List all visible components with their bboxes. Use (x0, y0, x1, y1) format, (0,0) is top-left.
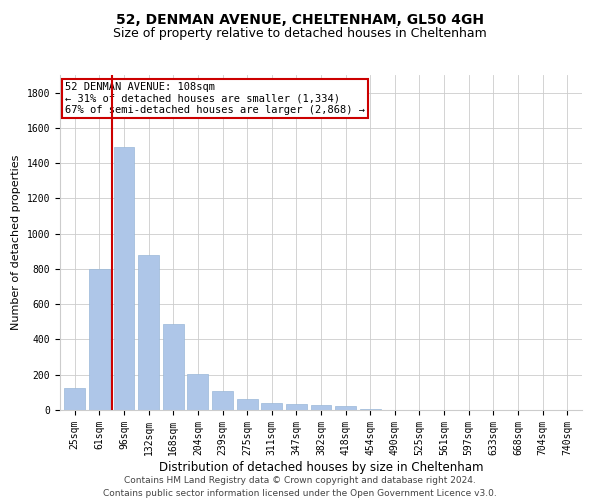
Bar (187, 374, 208, 410)
Text: Size of property relative to detached houses in Cheltenham: Size of property relative to detached ho… (113, 28, 487, 40)
Y-axis label: Number of detached properties: Number of detached properties (11, 155, 21, 330)
Text: 52 DENMAN AVENUE: 108sqm
← 31% of detached houses are smaller (1,334)
67% of sem: 52 DENMAN AVENUE: 108sqm ← 31% of detach… (65, 82, 365, 115)
Text: 52, DENMAN AVENUE, CHELTENHAM, GL50 4GH: 52, DENMAN AVENUE, CHELTENHAM, GL50 4GH (116, 12, 484, 26)
Bar (89, 269, 110, 410)
Bar (335, 406, 356, 410)
Bar (236, 398, 257, 410)
Text: Contains HM Land Registry data © Crown copyright and database right 2024.
Contai: Contains HM Land Registry data © Crown c… (103, 476, 497, 498)
X-axis label: Distribution of detached houses by size in Cheltenham: Distribution of detached houses by size … (159, 460, 483, 473)
Bar (286, 404, 307, 410)
Bar (360, 409, 381, 410)
Bar (163, 324, 184, 410)
Bar (138, 255, 159, 410)
Bar (212, 392, 233, 410)
Bar (261, 403, 282, 410)
Bar (311, 404, 331, 410)
Bar (113, 148, 134, 410)
Bar (64, 388, 85, 410)
